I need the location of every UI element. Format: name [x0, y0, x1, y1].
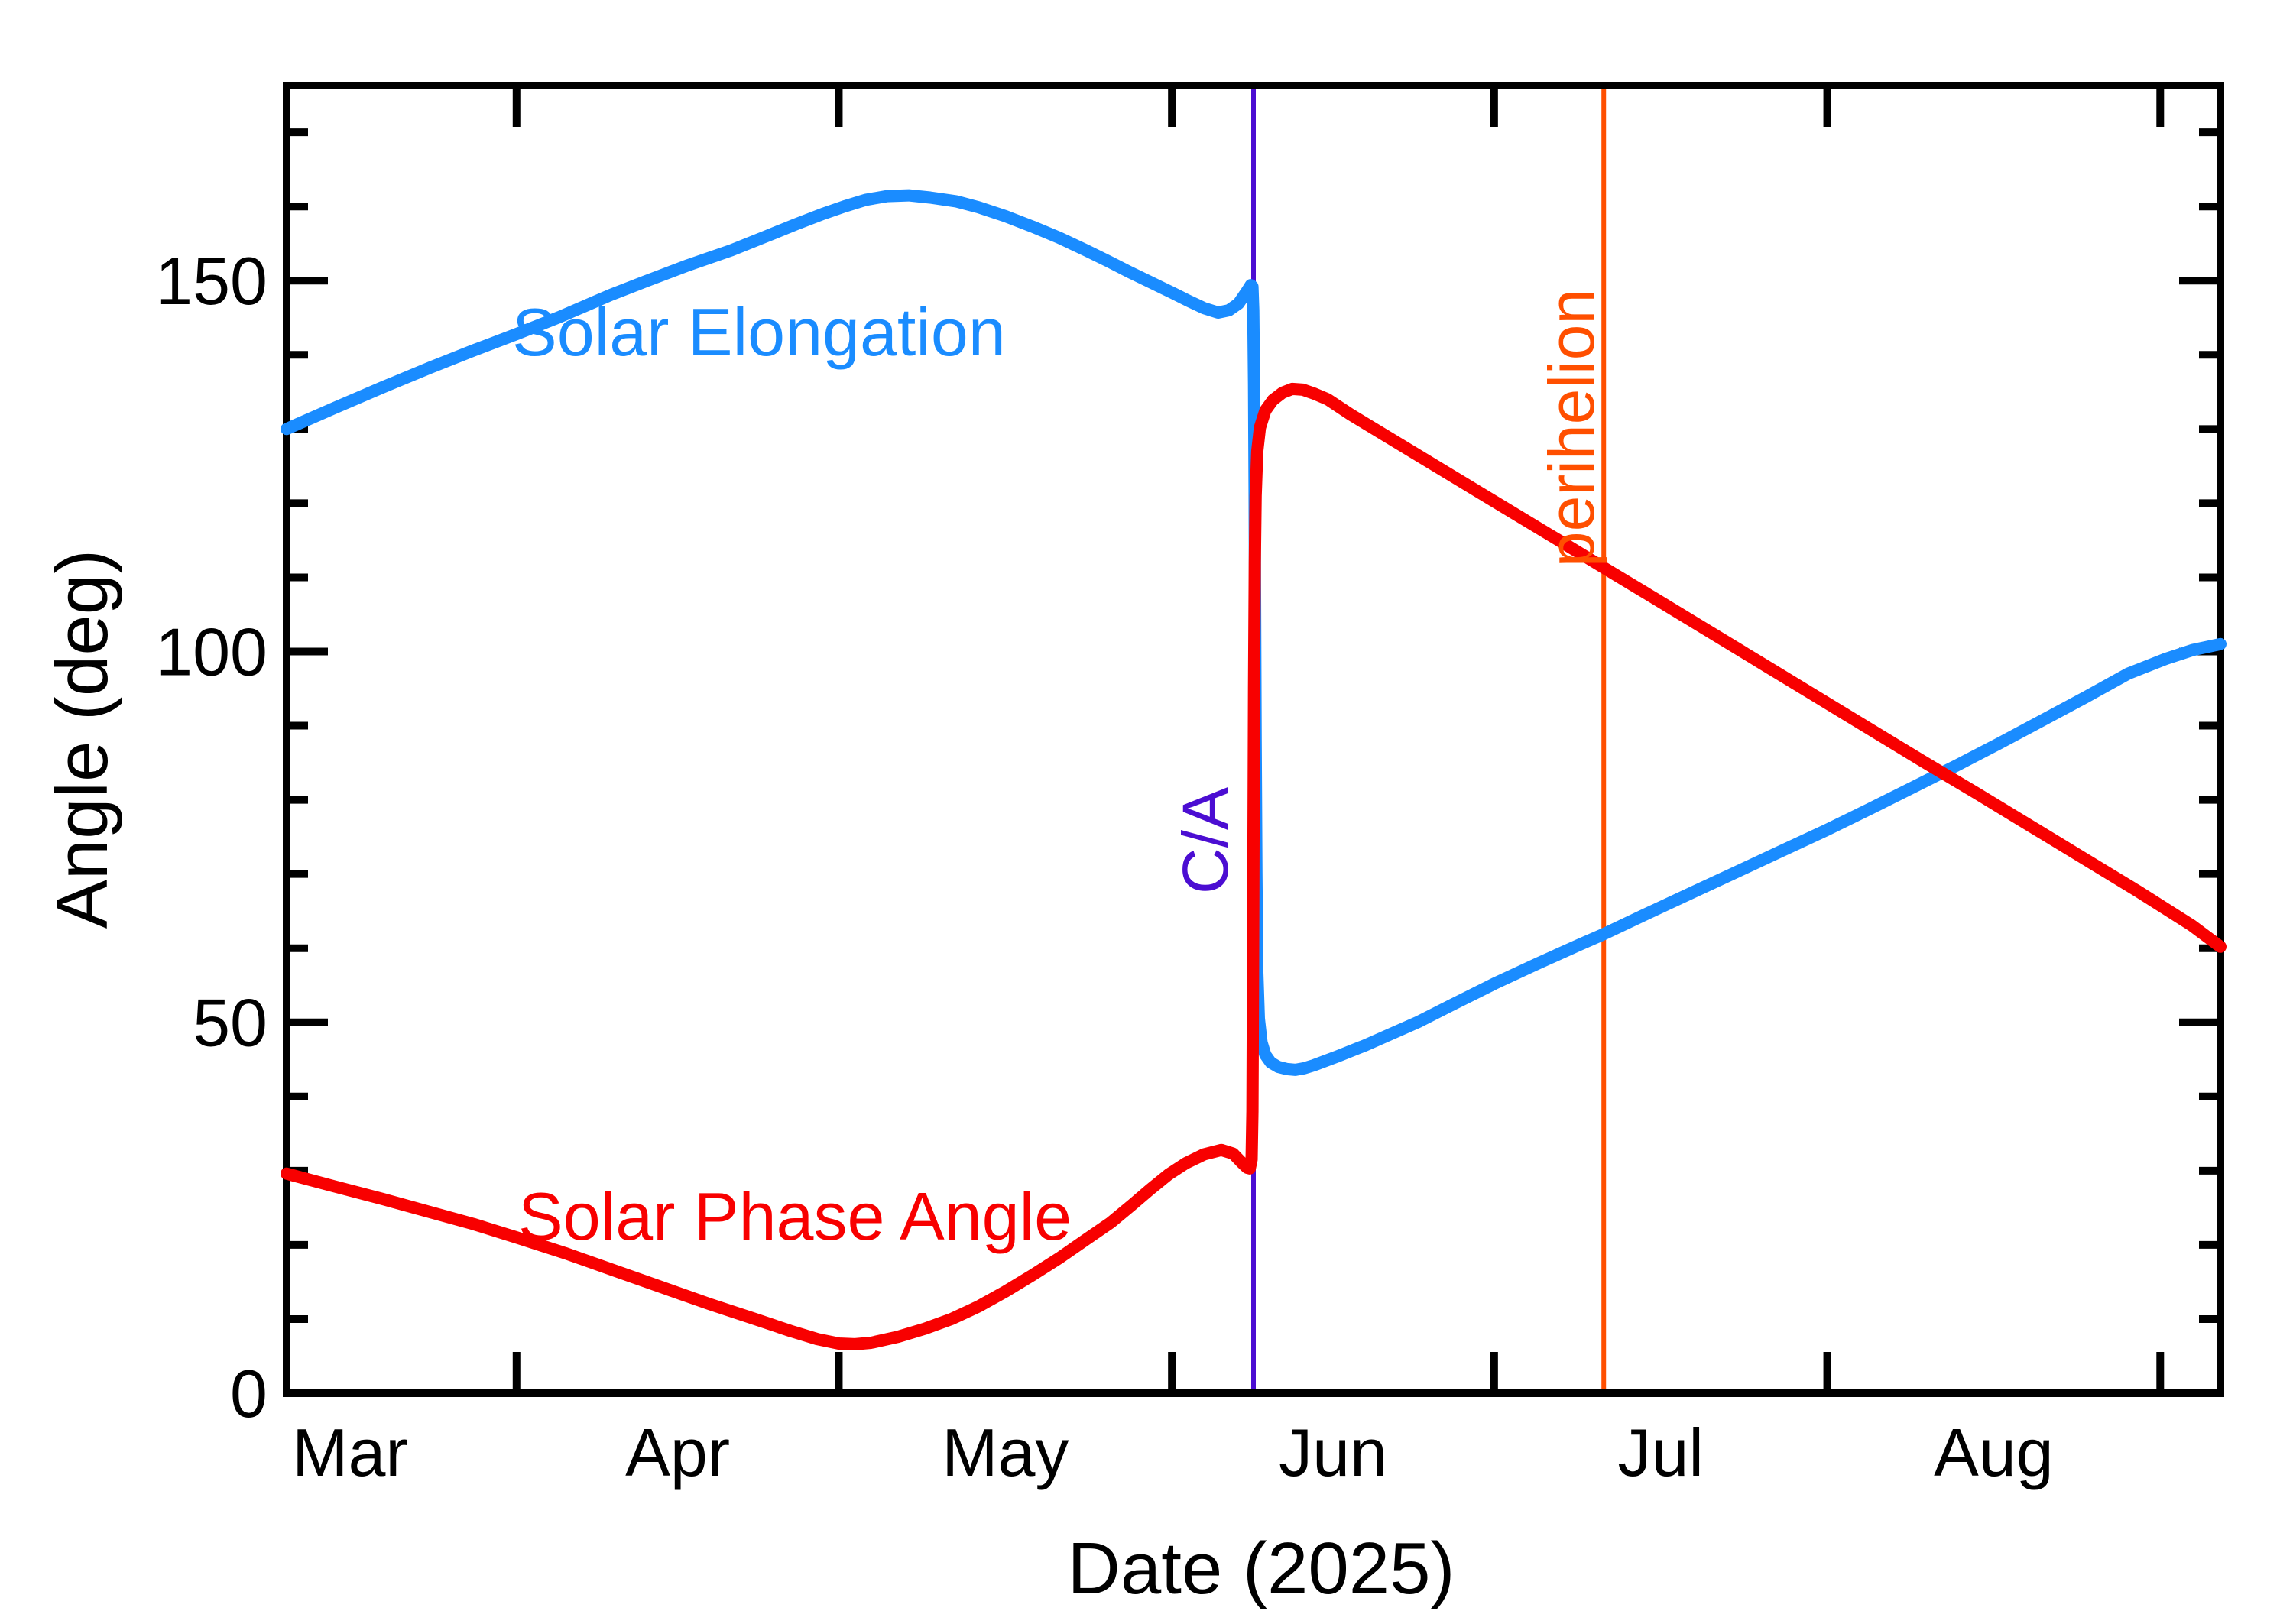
event-lines-group — [1251, 86, 1607, 1393]
plot-frame — [283, 82, 2224, 1397]
plot-frame-group — [283, 82, 2224, 1397]
x-axis-title: Date (2025) — [1068, 1528, 1455, 1609]
closest-approach-label: C/A — [1169, 787, 1241, 894]
solar-phase-angle-curve — [281, 382, 2227, 1350]
series-group — [281, 189, 2227, 1350]
month-label-jul: Jul — [1617, 1415, 1704, 1490]
month-label-jun: Jun — [1279, 1415, 1387, 1490]
y-axis-title: Angle (deg) — [41, 549, 123, 929]
y-tick-label: 150 — [155, 243, 268, 319]
month-label-mar: Mar — [292, 1415, 408, 1490]
month-label-may: May — [942, 1415, 1069, 1490]
perihelion-label: perihelion — [1536, 289, 1607, 567]
solar-elongation-label: Solar Elongation — [512, 294, 1006, 370]
y-tick-label: 0 — [230, 1356, 268, 1431]
month-label-aug: Aug — [1934, 1415, 2054, 1490]
y-tick-label: 50 — [193, 985, 268, 1061]
solar-elongation-curve — [281, 189, 2227, 1076]
y-tick-label: 100 — [155, 614, 268, 689]
month-label-apr: Apr — [625, 1415, 730, 1490]
tick-labels-group: 0 50 100 150 Mar Apr May Jun Jul Aug — [155, 243, 2054, 1490]
solar-phase-angle-label: Solar Phase Angle — [518, 1178, 1072, 1254]
ticks-group — [287, 86, 2220, 1393]
